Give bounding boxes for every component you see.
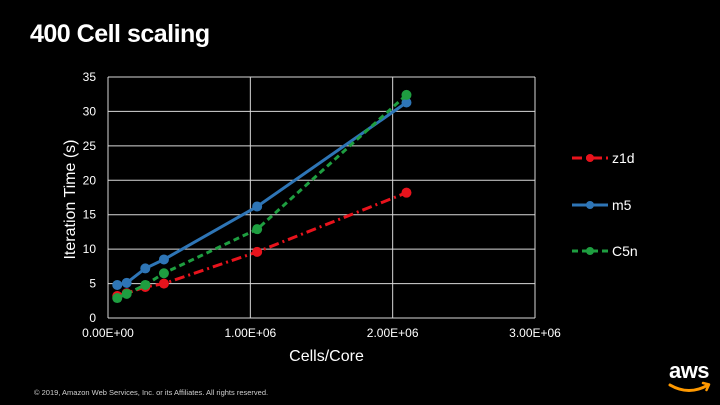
legend-marker-z1d [586,154,594,162]
data-point-m5 [140,263,151,274]
page-title: 400 Cell scaling [30,20,210,48]
data-point-c5n [121,288,132,299]
legend-label: z1d [612,150,635,166]
data-point-m5 [158,254,169,265]
data-point-c5n [401,89,412,100]
y-tick-label: 0 [89,311,96,325]
x-tick-label: 3.00E+06 [509,326,561,340]
x-tick-label: 1.00E+06 [224,326,276,340]
y-tick-label: 5 [89,277,96,291]
aws-logo-text: aws [668,358,710,383]
series-line-c5n [116,93,408,300]
data-point-c5n [158,268,169,279]
data-point-m5 [121,277,132,288]
data-point-z1d [158,278,169,289]
data-point-m5 [401,97,412,108]
data-point-c5n [140,279,151,290]
copyright-footer: © 2019, Amazon Web Services, Inc. or its… [34,388,269,397]
data-point-c5n [112,293,123,304]
legend-marker-c5n [586,247,594,255]
x-tick-label: 2.00E+06 [367,326,419,340]
y-tick-label: 35 [83,70,97,84]
legend-label: C5n [612,243,638,259]
legend-label: m5 [612,197,632,213]
y-tick-label: 15 [83,208,97,222]
aws-logo: aws [664,358,714,396]
data-point-m5 [112,279,123,290]
aws-smile-icon [668,381,711,392]
y-axis-label: Iteration Time (s) [62,139,79,259]
legend-marker-m5 [586,201,594,209]
x-tick-label: 0.00E+00 [82,326,134,340]
data-point-z1d [401,187,412,198]
y-tick-label: 20 [83,173,97,187]
y-tick-label: 10 [83,242,97,256]
data-point-z1d [252,246,263,257]
y-tick-label: 30 [83,104,97,118]
y-tick-label: 25 [83,139,97,153]
data-point-c5n [252,224,263,235]
x-axis-label: Cells/Core [289,348,364,365]
data-point-m5 [252,201,263,212]
